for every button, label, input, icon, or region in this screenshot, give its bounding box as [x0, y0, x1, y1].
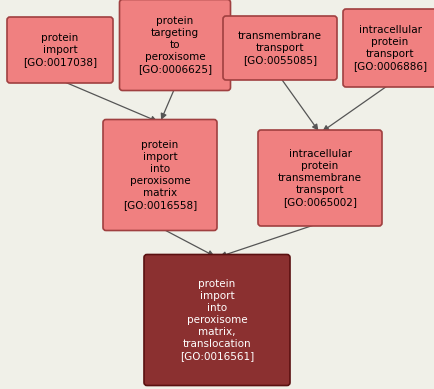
FancyBboxPatch shape — [258, 130, 382, 226]
FancyBboxPatch shape — [7, 17, 113, 83]
Text: transmembrane
transport
[GO:0055085]: transmembrane transport [GO:0055085] — [238, 31, 322, 65]
Text: protein
import
into
peroxisome
matrix
[GO:0016558]: protein import into peroxisome matrix [G… — [123, 140, 197, 210]
FancyBboxPatch shape — [103, 119, 217, 231]
FancyBboxPatch shape — [144, 254, 290, 385]
FancyBboxPatch shape — [343, 9, 434, 87]
Text: protein
import
into
peroxisome
matrix,
translocation
[GO:0016561]: protein import into peroxisome matrix, t… — [180, 279, 254, 361]
FancyBboxPatch shape — [223, 16, 337, 80]
Text: protein
targeting
to
peroxisome
[GO:0006625]: protein targeting to peroxisome [GO:0006… — [138, 16, 212, 74]
Text: intracellular
protein
transport
[GO:0006886]: intracellular protein transport [GO:0006… — [353, 25, 427, 71]
FancyBboxPatch shape — [119, 0, 230, 91]
Text: intracellular
protein
transmembrane
transport
[GO:0065002]: intracellular protein transmembrane tran… — [278, 149, 362, 207]
Text: protein
import
[GO:0017038]: protein import [GO:0017038] — [23, 33, 97, 67]
